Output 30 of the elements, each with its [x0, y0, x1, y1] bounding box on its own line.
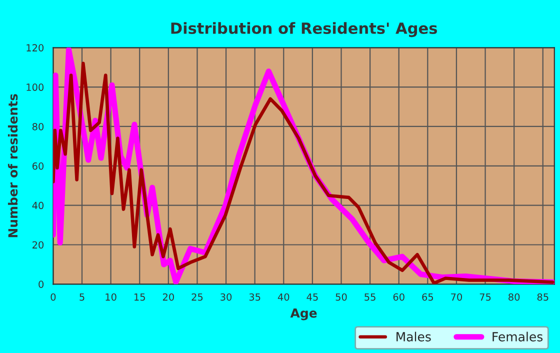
x-tick-label: 50 — [336, 293, 347, 301]
y-axis-title: Number of residents — [8, 94, 18, 238]
x-tick-label: 60 — [393, 293, 404, 301]
y-tick-label: 0 — [38, 280, 44, 288]
x-tick-label: 65 — [422, 293, 433, 301]
y-tick-label: 60 — [32, 162, 44, 170]
legend-label: Males — [396, 332, 431, 342]
y-tick-label: 40 — [32, 202, 44, 210]
y-tick-label: 20 — [32, 241, 44, 249]
x-axis-title: Age — [290, 308, 317, 320]
x-tick-label: 30 — [220, 293, 232, 301]
x-tick-label: 80 — [508, 293, 520, 301]
x-tick-label: 10 — [106, 293, 116, 301]
x-tick-label: 45 — [306, 293, 318, 301]
x-tick-label: 15 — [134, 293, 145, 301]
x-tick-label: 75 — [480, 293, 491, 301]
x-tick-label: 0 — [50, 293, 56, 301]
x-tick-label: 70 — [451, 293, 462, 301]
x-tick-label: 20 — [162, 293, 174, 301]
chart-title: Distribution of Residents' Ages — [171, 22, 437, 38]
x-tick-label: 35 — [249, 293, 260, 301]
x-tick-label: 5 — [80, 293, 84, 301]
y-tick-label: 100 — [26, 84, 44, 91]
x-tick-label: 55 — [364, 293, 376, 301]
y-tick-label: 80 — [32, 122, 44, 130]
x-tick-label: 40 — [278, 293, 290, 301]
legend-label: Females — [492, 332, 543, 342]
x-tick-label: 25 — [192, 293, 203, 301]
y-tick-label: 120 — [26, 44, 44, 52]
x-tick-label: 85 — [537, 293, 548, 301]
